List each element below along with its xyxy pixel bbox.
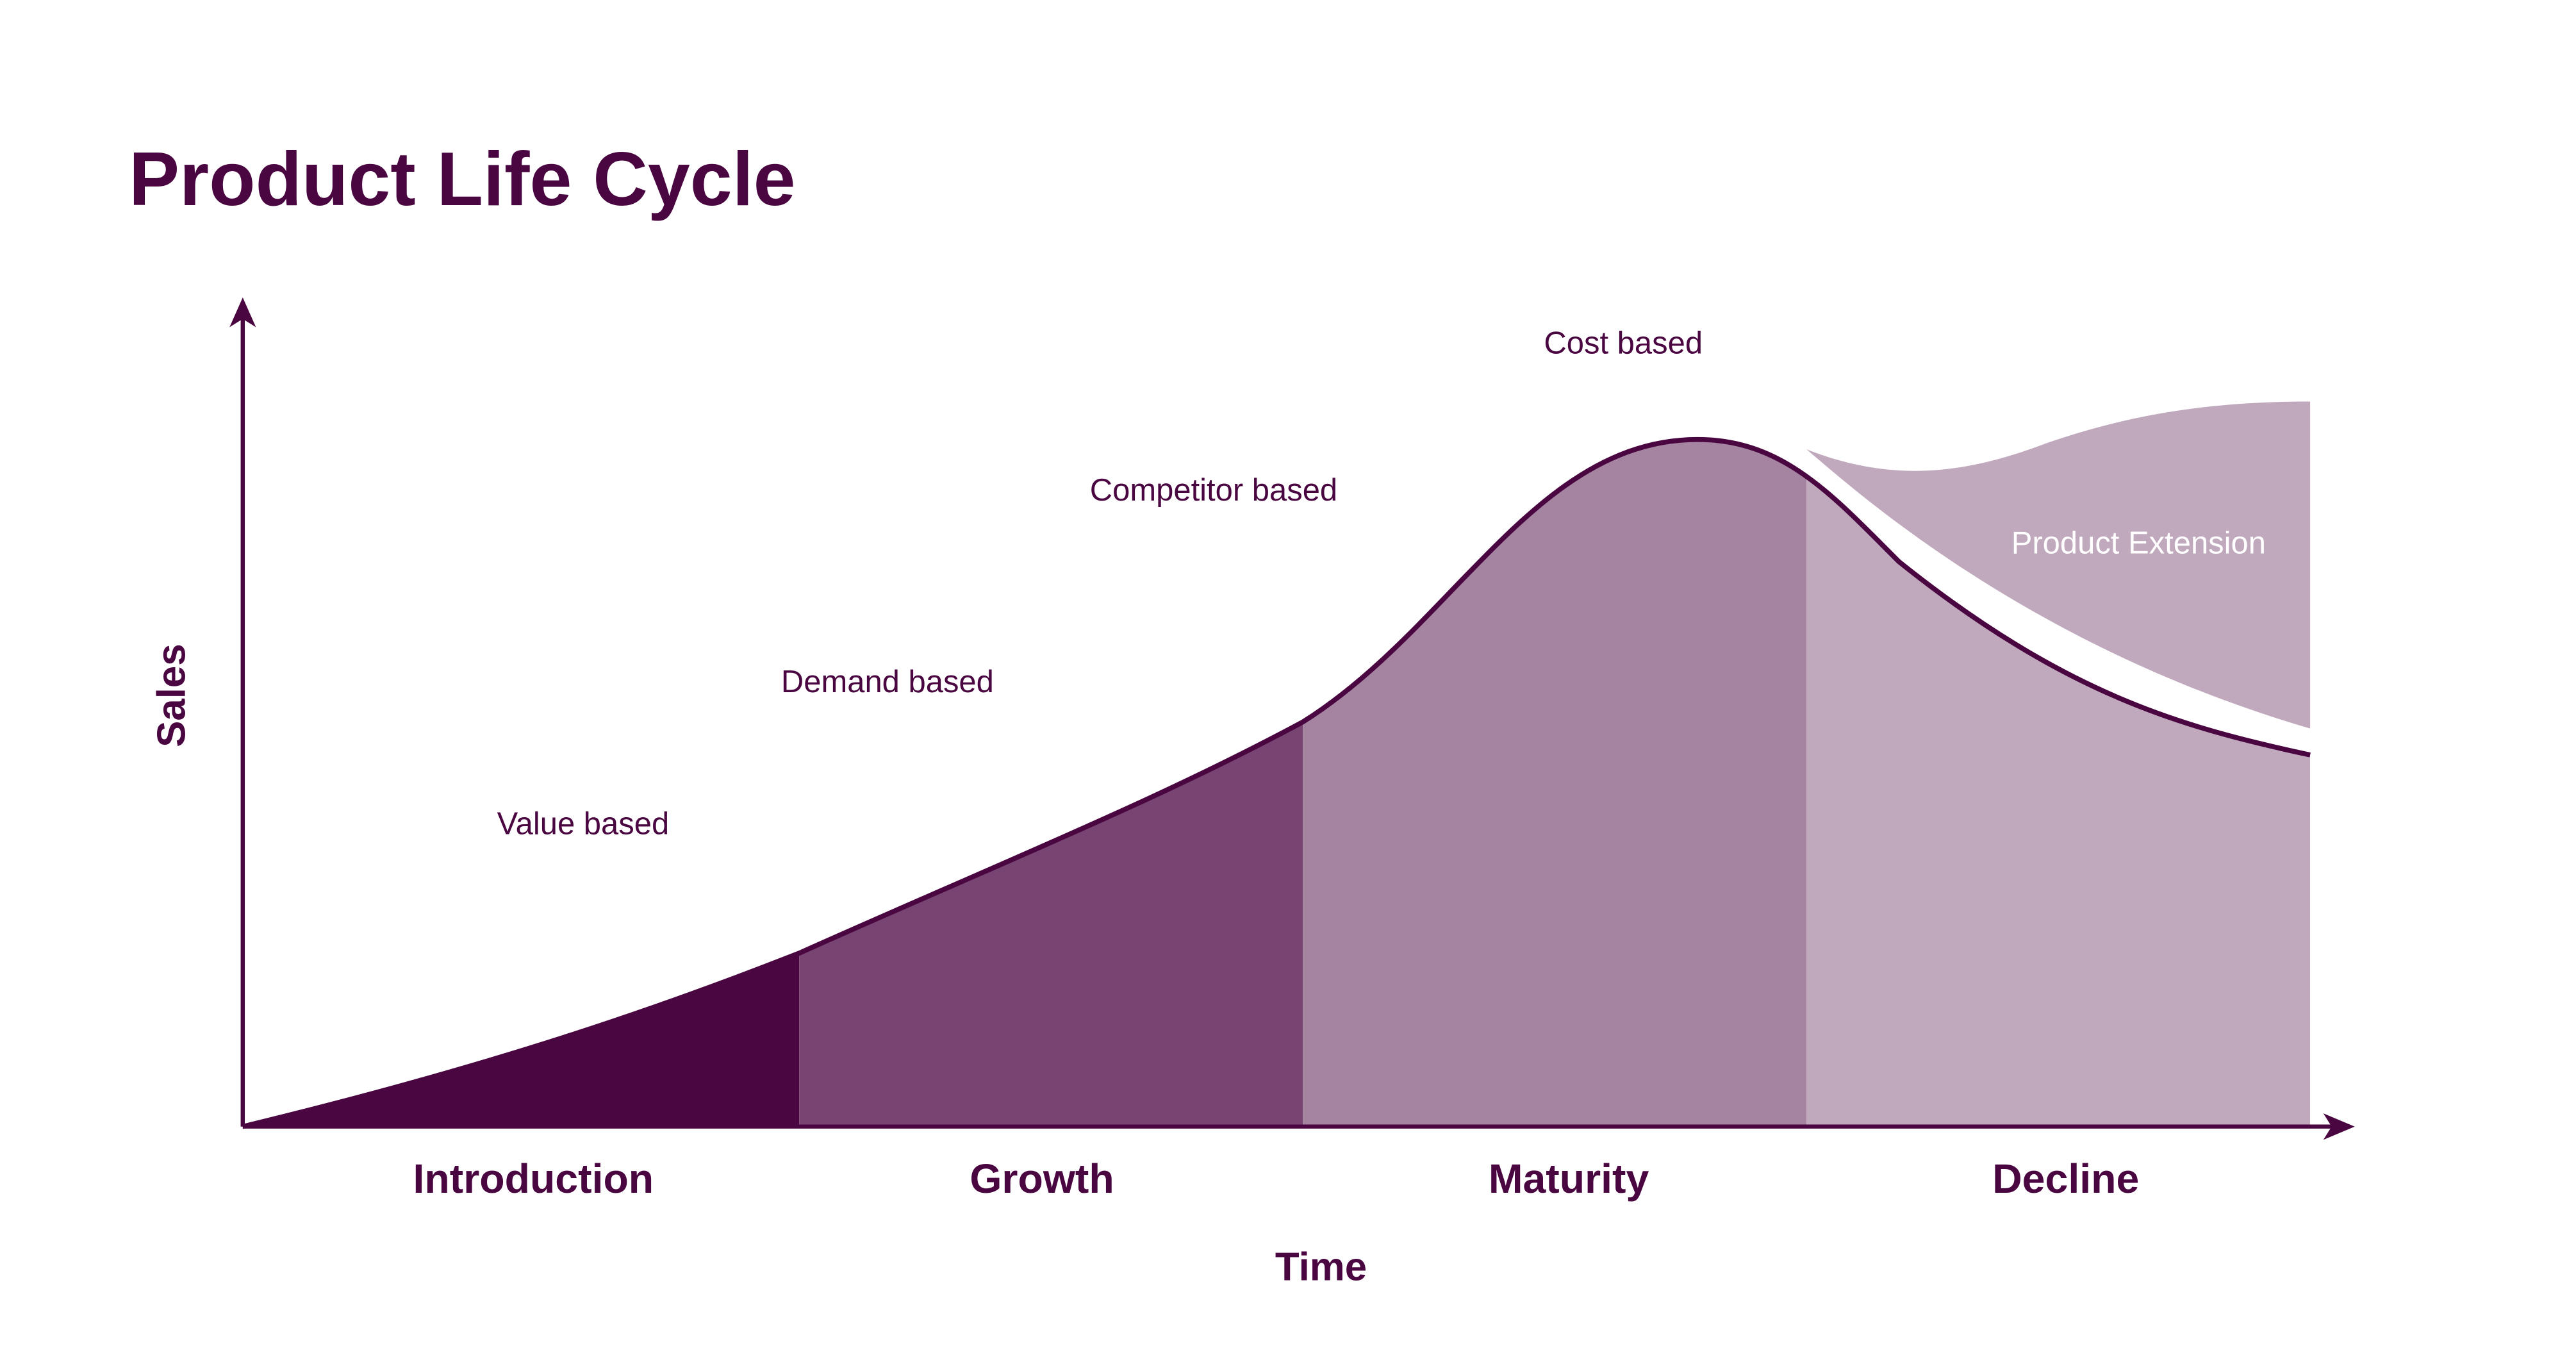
phase-label-introduction: Introduction (413, 1156, 654, 1202)
phase-area-introduction (242, 953, 800, 1127)
phase-label-maturity: Maturity (1489, 1156, 1649, 1202)
annotation-competitor-based: Competitor based (1090, 473, 1337, 508)
sales-curve-line (242, 436, 2311, 1129)
y-axis-label: Sales (150, 643, 194, 747)
chart-title: Product Life Cycle (129, 137, 796, 222)
product-extension-area (1806, 401, 2311, 729)
annotation-product-extension: Product Extension (2011, 526, 2266, 561)
phase-area-maturity (1303, 439, 1807, 1127)
phase-label-growth: Growth (970, 1156, 1114, 1202)
phase-area-growth (799, 722, 1303, 1127)
annotation-value-based: Value based (497, 807, 670, 842)
annotation-cost-based: Cost based (1544, 326, 1703, 361)
x-axis-arrow-icon (2323, 1113, 2355, 1140)
phase-area-decline (1806, 476, 2311, 1127)
x-axis-label: Time (1275, 1245, 1367, 1289)
annotation-demand-based: Demand based (781, 665, 994, 699)
phase-label-decline: Decline (1992, 1156, 2139, 1202)
y-axis-arrow-icon (229, 297, 256, 328)
